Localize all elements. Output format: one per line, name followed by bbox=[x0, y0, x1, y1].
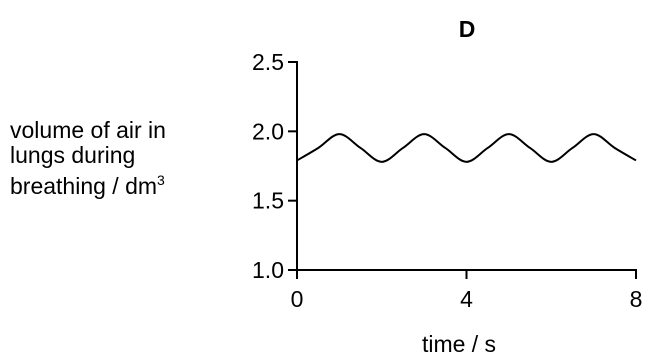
x-tick-label: 0 bbox=[291, 286, 304, 312]
x-tick-label: 8 bbox=[630, 286, 643, 312]
y-axis-label-line-1: volume of air in bbox=[10, 117, 166, 143]
x-axis-label: time / s bbox=[422, 331, 496, 357]
y-tick-label: 1.5 bbox=[252, 188, 284, 214]
plot-area bbox=[296, 133, 637, 163]
y-axis-label: volume of air in lungs during breathing … bbox=[10, 118, 166, 199]
y-axis-label-unit-exponent: 3 bbox=[157, 172, 165, 188]
chart-title: D bbox=[459, 16, 476, 42]
y-tick-label: 2.5 bbox=[252, 49, 284, 75]
y-tick-label: 2.0 bbox=[252, 118, 284, 144]
y-axis-label-line-2: lungs during bbox=[10, 142, 136, 168]
y-tick-label: 1.0 bbox=[252, 257, 284, 283]
x-tick-label: 4 bbox=[460, 286, 473, 312]
axes bbox=[296, 61, 637, 271]
y-axis-label-line-3: breathing / dm bbox=[10, 173, 158, 199]
ticks: 1.0 1.5 2.0 2.5 0 4 8 bbox=[252, 49, 642, 312]
breathing-volume-line bbox=[296, 133, 637, 163]
